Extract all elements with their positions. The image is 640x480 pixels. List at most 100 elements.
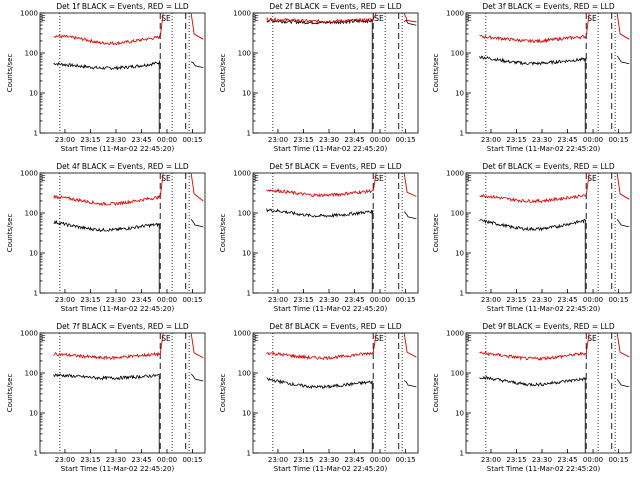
plot-frame [252,332,419,454]
red-series-line [53,34,161,46]
x-tick-label: 23:45 [557,136,577,144]
y-tick-label: 1000 [20,10,38,18]
black-series-recovery [584,55,630,133]
black-series-recovery [158,218,204,293]
x-tick-label: 23:30 [532,296,552,304]
y-tick-label: 1000 [20,170,38,178]
red-series-line [266,351,374,361]
chart-title: Det 4f BLACK = Events, RED = LLD [56,162,189,171]
x-tick-label: 00:15 [182,456,202,464]
x-tick-label: 23:45 [131,296,151,304]
y-axis-label: Counts/sec [219,54,227,93]
black-series-line [479,55,587,66]
y-tick-label: 1000 [446,170,464,178]
y-tick-label: 10 [455,250,464,258]
marker-label-e: E [41,334,46,343]
y-tick-label: 1 [460,450,464,458]
x-axis-label: Start Time (11-Mar-02 22:45:20) [61,305,175,313]
x-axis-label: Start Time (11-Mar-02 22:45:20) [274,465,388,473]
x-tick-label: 23:30 [106,136,126,144]
red-series-recovery [585,172,630,200]
red-series-recovery [159,332,204,359]
red-series-recovery [372,172,417,197]
y-tick-label: 100 [238,370,251,378]
x-axis-label: Start Time (11-Mar-02 22:45:20) [61,465,175,473]
x-tick-label: 23:45 [344,296,364,304]
marker-label-e: E [41,174,46,183]
y-tick-label: 1000 [20,330,38,338]
x-tick-label: 23:00 [481,456,501,464]
y-tick-label: 100 [451,50,464,58]
plot-frame [39,172,206,294]
plot-frame [252,12,419,134]
x-tick-label: 23:15 [80,136,100,144]
red-series-recovery [585,12,630,40]
y-tick-label: 100 [238,50,251,58]
y-tick-label: 100 [25,370,38,378]
chart-panel: Det 4f BLACK = Events, RED = LLD 1000 100 1… [6,162,206,313]
black-series-recovery [371,19,417,133]
black-series-line [479,375,587,387]
x-tick-label: 23:15 [506,296,526,304]
black-series-line [266,377,374,390]
x-tick-label: 00:15 [395,456,415,464]
y-tick-label: 10 [29,90,38,98]
x-axis-label: Start Time (11-Mar-02 22:45:20) [487,465,601,473]
chart-title: Det 9f BLACK = Events, RED = LLD [482,322,615,331]
x-axis-label: Start Time (11-Mar-02 22:45:20) [274,145,388,153]
y-tick-label: 1 [34,130,38,138]
y-axis-label: Counts/sec [432,54,440,93]
black-series-recovery [584,218,630,293]
marker-label-se: SE [587,174,597,183]
x-tick-label: 23:45 [131,136,151,144]
x-tick-label: 00:15 [182,296,202,304]
red-series-line [479,193,587,204]
chart-title: Det 2f BLACK = Events, RED = LLD [269,2,402,11]
chart-title: Det 1f BLACK = Events, RED = LLD [56,2,189,11]
x-tick-label: 00:00 [157,296,177,304]
chart-panel: Det 2f BLACK = Events, RED = LLD 1000 100 1… [219,2,419,153]
y-tick-label: 1 [34,450,38,458]
plot-frame [465,172,632,294]
marker-label-e: E [467,14,472,23]
red-series-line [53,194,161,207]
black-series-recovery [371,211,417,293]
chart-title: Det 7f BLACK = Events, RED = LLD [56,322,189,331]
y-axis-label: Counts/sec [6,214,14,253]
x-tick-label: 23:45 [557,456,577,464]
marker-label-se: SE [374,174,384,183]
black-series-line [53,219,161,233]
x-axis-label: Start Time (11-Mar-02 22:45:20) [487,145,601,153]
marker-label-e: E [467,334,472,343]
y-tick-label: 1000 [233,10,251,18]
y-tick-label: 100 [25,50,38,58]
x-tick-label: 23:30 [319,296,339,304]
chart-title: Det 3f BLACK = Events, RED = LLD [482,2,615,11]
x-tick-label: 23:00 [481,136,501,144]
marker-label-e: E [467,174,472,183]
y-tick-label: 100 [451,210,464,218]
marker-label-e: E [41,14,46,23]
x-tick-label: 23:30 [106,296,126,304]
x-tick-label: 00:15 [608,456,628,464]
chart-panel: Det 5f BLACK = Events, RED = LLD 1000 100 1… [219,162,419,313]
black-series-recovery [584,378,630,453]
x-tick-label: 23:15 [506,136,526,144]
x-tick-label: 23:00 [55,456,75,464]
plot-frame [465,332,632,454]
y-tick-label: 1 [247,450,251,458]
red-series-recovery [585,332,630,358]
chart-panel: Det 9f BLACK = Events, RED = LLD 1000 100 1… [432,322,632,473]
x-tick-label: 23:30 [106,456,126,464]
x-tick-label: 00:15 [395,296,415,304]
chart-panel: Det 7f BLACK = Events, RED = LLD 1000 100 1… [6,322,206,473]
marker-label-se: SE [161,174,171,183]
x-tick-label: 23:15 [80,456,100,464]
y-axis-label: Counts/sec [432,374,440,413]
x-tick-label: 23:00 [55,296,75,304]
y-tick-label: 1 [460,290,464,298]
marker-label-se: SE [161,14,171,23]
black-series-line [53,373,161,381]
chart-panel: Det 3f BLACK = Events, RED = LLD 1000 100 1… [432,2,632,153]
